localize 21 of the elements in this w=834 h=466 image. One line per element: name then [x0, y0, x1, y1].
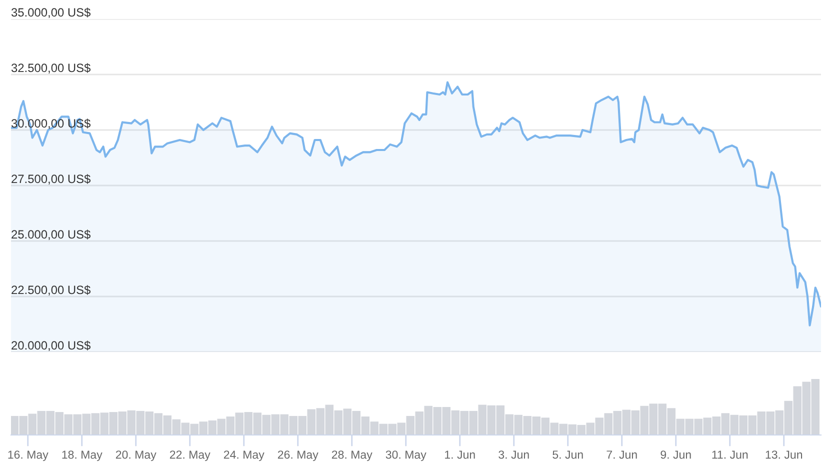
- x-tick-label: 11. Jun: [712, 450, 748, 459]
- x-tick-label: 16. May: [8, 450, 48, 462]
- x-tick-label: 28. May: [332, 450, 372, 462]
- x-tick-label: 30. May: [386, 450, 426, 462]
- y-tick-label: 25.000,00 US$: [12, 230, 90, 240]
- x-tick-label: 18. May: [62, 450, 102, 462]
- x-tick-label: 5. Jun: [552, 450, 583, 459]
- x-tick-label: 3. Jun: [498, 450, 529, 459]
- x-tick-label: 7. Jun: [606, 450, 637, 459]
- x-tick-label: 24. May: [224, 450, 264, 462]
- x-tick-label: 26. May: [278, 450, 318, 462]
- x-tick-label: 20. May: [116, 450, 156, 462]
- x-tick-label: 22. May: [170, 450, 210, 462]
- y-tick-label: 20.000,00 US$: [12, 340, 90, 352]
- y-tick-label: 35.000,00 US$: [11, 8, 90, 18]
- x-tick-label: 13. Jun: [766, 450, 802, 459]
- y-tick-label: 32.500,00 US$: [11, 63, 90, 74]
- x-tick-label: 1. Jun: [445, 450, 475, 459]
- x-tick-label: 9. Jun: [660, 450, 691, 459]
- y-tick-label: 27.500,00 US$: [12, 174, 90, 185]
- y-tick-label: 22.500,00 US$: [12, 285, 90, 296]
